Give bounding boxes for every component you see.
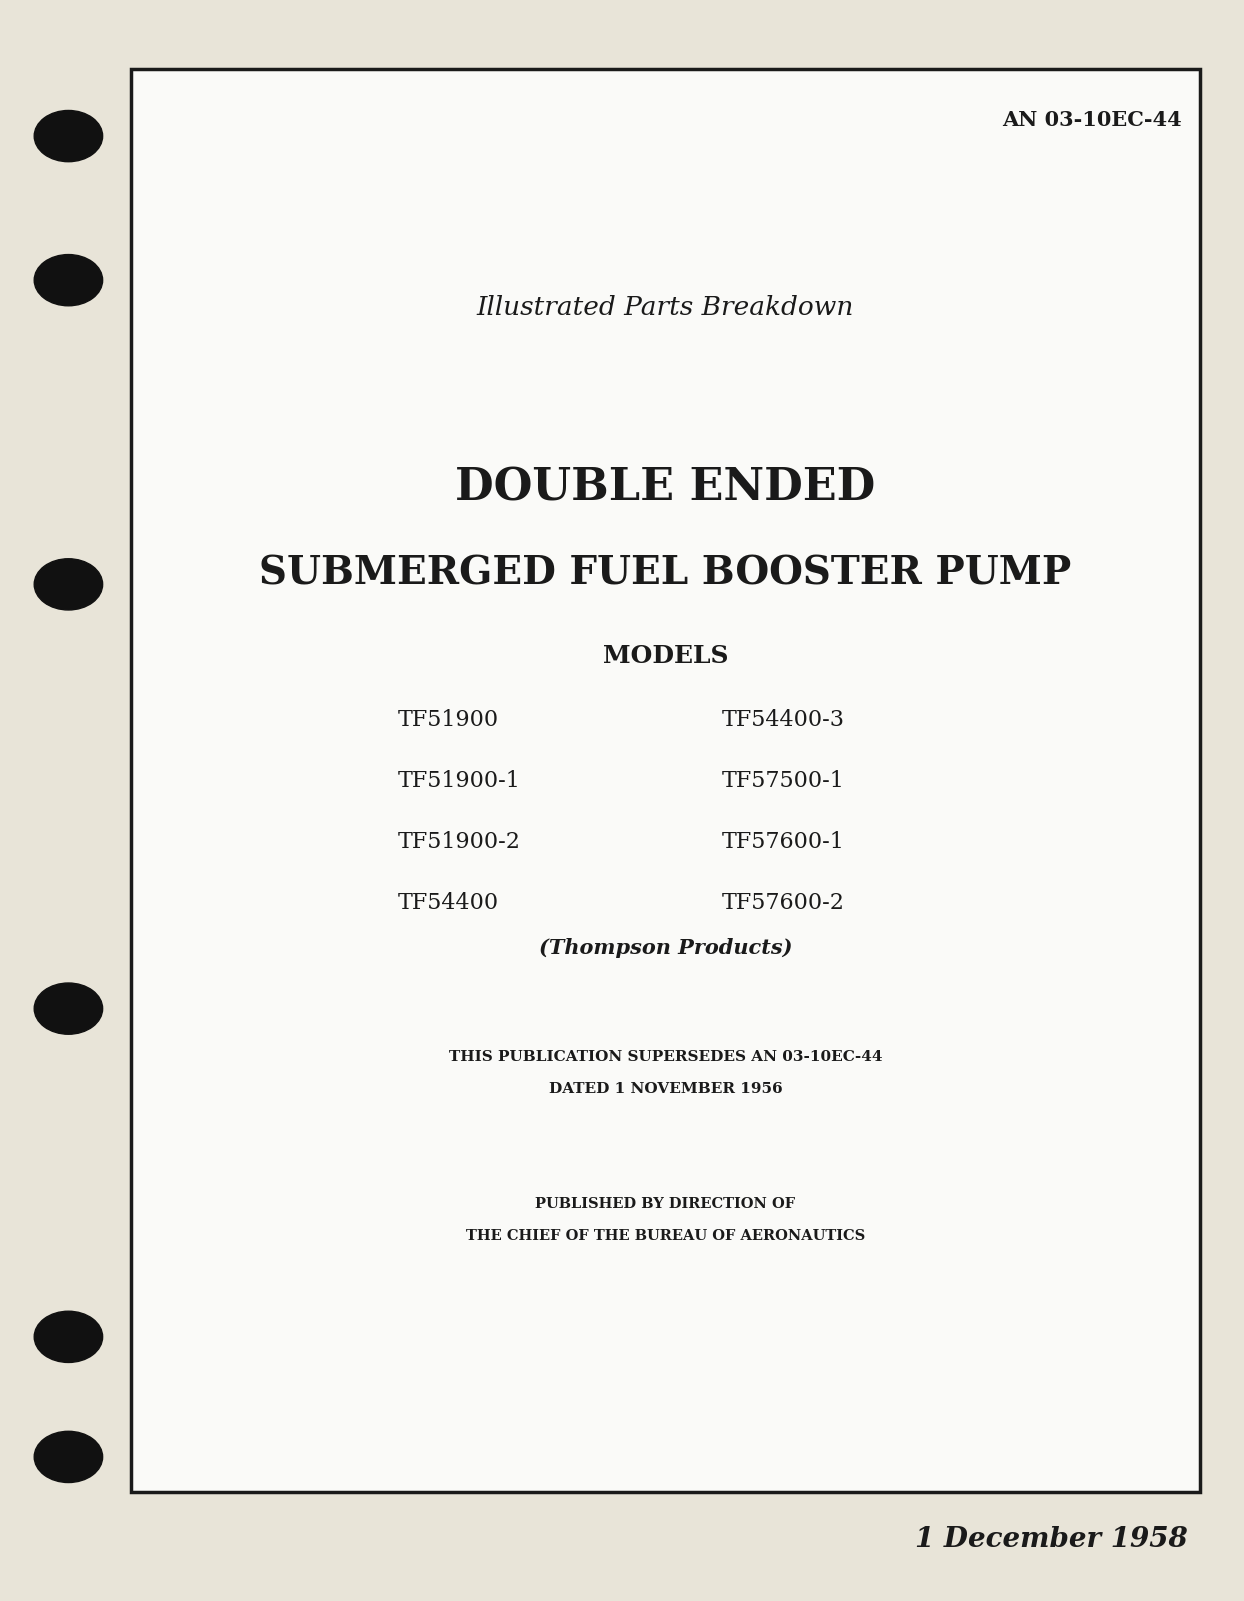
Ellipse shape: [35, 1311, 102, 1362]
Ellipse shape: [35, 983, 102, 1034]
Text: TF51900-2: TF51900-2: [398, 831, 521, 853]
Text: TF57600-2: TF57600-2: [722, 892, 845, 914]
Text: AN 03-10EC-44: AN 03-10EC-44: [1003, 110, 1182, 130]
Text: THIS PUBLICATION SUPERSEDES AN 03-10EC-44: THIS PUBLICATION SUPERSEDES AN 03-10EC-4…: [449, 1050, 882, 1063]
Ellipse shape: [35, 559, 102, 610]
Text: TF57500-1: TF57500-1: [722, 770, 845, 792]
Text: SUBMERGED FUEL BOOSTER PUMP: SUBMERGED FUEL BOOSTER PUMP: [260, 554, 1071, 592]
Text: 1 December 1958: 1 December 1958: [916, 1526, 1188, 1553]
Ellipse shape: [35, 110, 102, 162]
Text: TF57600-1: TF57600-1: [722, 831, 845, 853]
Text: DATED 1 NOVEMBER 1956: DATED 1 NOVEMBER 1956: [549, 1082, 782, 1095]
Text: TF54400: TF54400: [398, 892, 499, 914]
Bar: [131, 69, 1200, 1492]
Text: TF54400-3: TF54400-3: [722, 709, 845, 732]
Text: PUBLISHED BY DIRECTION OF: PUBLISHED BY DIRECTION OF: [535, 1198, 796, 1210]
Text: TF51900: TF51900: [398, 709, 499, 732]
Text: (Thompson Products): (Thompson Products): [539, 938, 792, 957]
Text: DOUBLE ENDED: DOUBLE ENDED: [455, 467, 876, 509]
Ellipse shape: [35, 255, 102, 306]
Text: THE CHIEF OF THE BUREAU OF AERONAUTICS: THE CHIEF OF THE BUREAU OF AERONAUTICS: [466, 1230, 865, 1242]
Text: Illustrated Parts Breakdown: Illustrated Parts Breakdown: [476, 295, 855, 320]
Text: TF51900-1: TF51900-1: [398, 770, 521, 792]
Text: MODELS: MODELS: [603, 645, 728, 668]
Ellipse shape: [35, 1431, 102, 1483]
